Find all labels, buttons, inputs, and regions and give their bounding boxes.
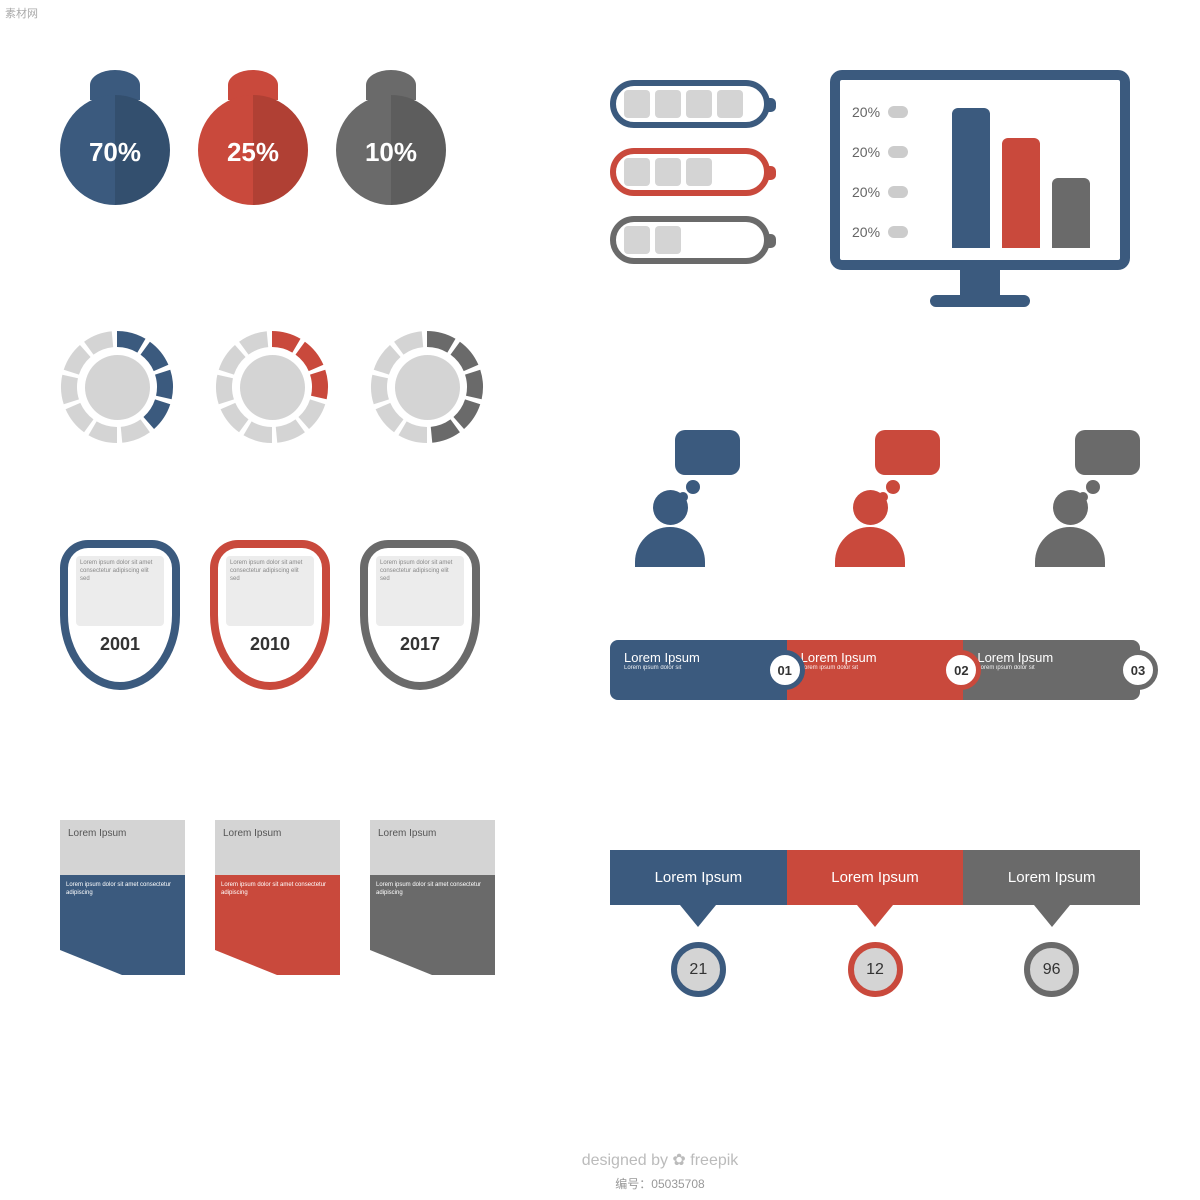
watermark-corner: 素材网	[5, 5, 38, 21]
steps-bar: Lorem Ipsum Lorem ipsum dolor sit 01 Lor…	[610, 640, 1140, 700]
person-icon	[610, 430, 730, 560]
timeline-label: Lorem Ipsum	[610, 850, 787, 905]
battery-icon	[610, 216, 770, 264]
step-segment: Lorem Ipsum Lorem ipsum dolor sit 03	[963, 640, 1140, 700]
person-icon	[810, 430, 930, 560]
batteries-group	[610, 80, 770, 264]
timeline-node: 21	[610, 905, 787, 997]
person-icon	[1010, 430, 1130, 560]
money-bag: 70%	[60, 70, 170, 210]
step-segment: Lorem Ipsum Lorem ipsum dolor sit 01	[610, 640, 787, 700]
monitor-chart: 20%20%20%20%	[830, 70, 1130, 307]
timeline-node: 12	[787, 905, 964, 997]
year-shield: Lorem ipsum dolor sit amet consectetur a…	[210, 540, 330, 690]
donut-group	[60, 330, 485, 445]
step-segment: Lorem Ipsum Lorem ipsum dolor sit 02	[787, 640, 964, 700]
ribbons-group: Lorem Ipsum Lorem ipsum dolor sit amet c…	[60, 820, 495, 975]
donut-chart	[60, 330, 175, 445]
money-bags-group: 70% 25% 10%	[60, 70, 446, 210]
ribbon-card: Lorem Ipsum Lorem ipsum dolor sit amet c…	[215, 820, 340, 975]
money-bag: 25%	[198, 70, 308, 210]
timeline-label: Lorem Ipsum	[787, 850, 964, 905]
battery-icon	[610, 148, 770, 196]
ribbon-card: Lorem Ipsum Lorem ipsum dolor sit amet c…	[370, 820, 495, 975]
ribbon-card: Lorem Ipsum Lorem ipsum dolor sit amet c…	[60, 820, 185, 975]
year-shield: Lorem ipsum dolor sit amet consectetur a…	[60, 540, 180, 690]
donut-chart	[370, 330, 485, 445]
people-group	[610, 430, 1130, 560]
timeline-node: 96	[963, 905, 1140, 997]
timeline-label: Lorem Ipsum	[963, 850, 1140, 905]
footer-credit: designed by ✿ freepik	[60, 1150, 1200, 1170]
year-shield: Lorem ipsum dolor sit amet consectetur a…	[360, 540, 480, 690]
timeline: Lorem IpsumLorem IpsumLorem Ipsum 21 12 …	[610, 850, 1140, 997]
footer-id: 编号：05035708	[60, 1175, 1200, 1192]
donut-chart	[215, 330, 330, 445]
battery-icon	[610, 80, 770, 128]
shields-group: Lorem ipsum dolor sit amet consectetur a…	[60, 540, 480, 690]
money-bag: 10%	[336, 70, 446, 210]
